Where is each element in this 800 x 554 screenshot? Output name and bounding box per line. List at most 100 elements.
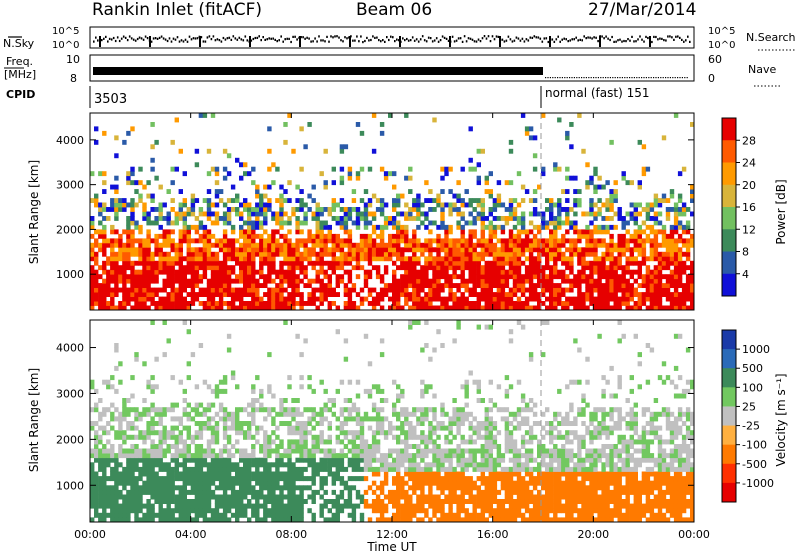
velocity-cell	[303, 466, 308, 472]
power-cell	[528, 211, 534, 217]
velocity-cell	[142, 430, 147, 436]
power-cell	[677, 193, 683, 199]
power-cell	[158, 296, 163, 302]
power-cell	[472, 278, 477, 284]
power-cell	[235, 251, 240, 257]
power-cell	[553, 242, 558, 248]
power-cell	[90, 305, 95, 311]
power-cell	[235, 207, 240, 212]
velocity-cell	[355, 421, 361, 426]
power-cell	[367, 166, 373, 172]
velocity-cell	[319, 508, 324, 514]
nsky-point	[107, 40, 109, 43]
power-cell	[311, 251, 316, 257]
velocity-cell	[404, 499, 409, 504]
velocity-cell	[206, 489, 212, 495]
power-cell	[593, 256, 598, 262]
power-cell	[512, 224, 518, 230]
nsky-frame	[89, 26, 695, 49]
velocity-cell	[106, 453, 111, 459]
power-cell	[110, 265, 115, 271]
velocity-cell	[126, 448, 131, 454]
power-cell	[408, 216, 413, 221]
nave-point	[607, 77, 609, 79]
power-cell	[690, 260, 695, 266]
velocity-cell	[335, 508, 340, 514]
power-cell	[319, 247, 324, 253]
nsky-point	[306, 36, 308, 39]
power-cell	[553, 301, 558, 306]
power-cell	[553, 224, 558, 230]
power-cell	[625, 220, 630, 226]
velocity-cell	[218, 402, 224, 408]
nsky-point	[380, 40, 382, 43]
velocity-cell	[166, 462, 171, 468]
power-cell	[645, 287, 651, 293]
velocity-cell	[134, 503, 139, 509]
velocity-cell	[355, 503, 361, 509]
power-cell	[263, 207, 268, 212]
power-cell	[492, 224, 498, 230]
power-cell	[243, 247, 248, 253]
velocity-cell	[162, 448, 167, 454]
power-cell	[283, 274, 288, 280]
power-cell	[589, 229, 594, 235]
power-cell	[94, 301, 99, 306]
power-cell	[488, 287, 493, 293]
velocity-cell	[311, 434, 316, 440]
velocity-cell	[263, 457, 268, 463]
power-cell	[90, 287, 95, 293]
power-cell	[271, 278, 276, 284]
power-cell	[130, 216, 135, 221]
power-cell	[247, 207, 252, 212]
velocity-cell	[150, 384, 155, 390]
velocity-cell	[263, 416, 268, 422]
velocity-cell	[287, 448, 292, 454]
velocity-cell	[110, 494, 115, 500]
power-cell	[90, 247, 95, 253]
nave-point	[569, 77, 571, 79]
velocity-cell	[118, 517, 123, 523]
power-cell	[375, 207, 381, 212]
power-cell	[383, 224, 389, 230]
power-cell	[158, 260, 163, 266]
velocity-cell	[154, 384, 159, 390]
power-cell	[488, 220, 493, 226]
velocity-cell	[106, 485, 111, 491]
velocity-cell	[375, 416, 381, 422]
power-cell	[669, 251, 675, 257]
power-cell	[621, 220, 626, 226]
power-cell	[331, 292, 336, 297]
velocity-cell	[146, 476, 151, 482]
power-cell	[122, 256, 127, 262]
velocity-cell	[271, 503, 276, 509]
power-cell	[528, 238, 534, 244]
nsky-point	[611, 35, 613, 39]
velocity-cell	[255, 466, 260, 472]
power-cell	[130, 247, 135, 253]
power-cell	[601, 283, 606, 288]
velocity-cell	[150, 421, 155, 426]
power-cell	[420, 283, 425, 288]
power-cell	[126, 242, 131, 248]
power-cell	[226, 301, 232, 306]
power-cell	[319, 301, 324, 306]
velocity-cell	[247, 462, 252, 468]
power-cell	[597, 287, 602, 293]
power-cell	[283, 233, 288, 239]
nave-trace	[545, 77, 688, 79]
velocity-cell	[283, 508, 288, 514]
velocity-cell	[355, 494, 361, 500]
velocity-cell	[400, 508, 405, 514]
nsky-point	[236, 38, 239, 41]
velocity-cell	[291, 398, 296, 403]
power-cell	[601, 238, 606, 244]
nsky-point	[535, 36, 538, 39]
power-cell	[585, 265, 590, 271]
velocity-cell	[178, 416, 183, 422]
power-cell	[690, 274, 695, 280]
velocity-cell	[146, 411, 151, 417]
nsky-point	[491, 35, 494, 38]
nsky-point	[156, 37, 159, 40]
power-cell	[488, 260, 493, 266]
